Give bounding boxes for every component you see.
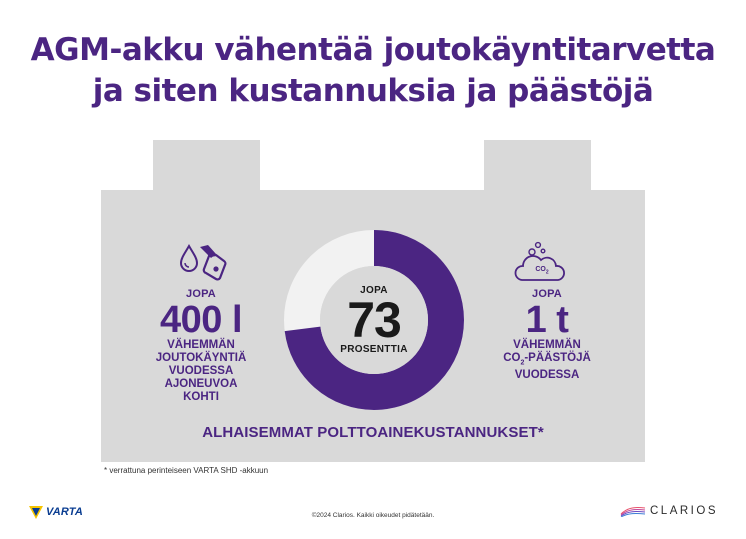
fuel-stat-prefix: JOPA <box>186 288 216 300</box>
varta-logo-text: VARTA <box>46 506 84 518</box>
donut-label: JOPA 73 PROSENTTIA <box>282 228 466 412</box>
percentage-donut-chart <box>284 230 464 410</box>
headline: AGM-akku vähentää joutokäyntitarvetta ja… <box>0 30 746 112</box>
emission-stat-line-1: VÄHEMMÄN <box>513 339 581 351</box>
clarios-logo-text: CLARIOS <box>650 505 718 517</box>
cloud-icon <box>514 241 565 281</box>
co2-icon-label: CO2 <box>532 266 552 275</box>
donut-center <box>320 266 428 374</box>
emission-stat-line-3: VUODESSA <box>514 369 580 382</box>
donut-value-arc <box>284 230 464 410</box>
donut-prefix: JOPA <box>360 285 388 296</box>
fuel-stat-line: AJONEUVOA <box>164 378 238 390</box>
emission-saving-stat: JOPA 1 t VÄHEMMÄN CO2-PÄÄSTÖJÄ VUODESSA <box>482 288 612 382</box>
battery-terminal-right <box>484 140 591 196</box>
emissions-text: -PÄÄSTÖJÄ <box>524 352 591 364</box>
donut-suffix: PROSENTTIA <box>340 344 408 355</box>
emission-stat-prefix: JOPA <box>532 288 562 300</box>
emission-stat-line-2: CO2-PÄÄSTÖJÄ <box>482 352 612 369</box>
emission-stat-value: 1 t <box>525 299 569 341</box>
copyright: ©2024 Clarios. Kaikki oikeudet pidätetää… <box>311 512 435 519</box>
headline-line-1: AGM-akku vähentää joutokäyntitarvetta <box>30 32 716 68</box>
headline-line-2: ja siten kustannuksia ja päästöjä <box>92 73 654 109</box>
fuel-stat-line: JOUTOKÄYNTIÄ <box>155 352 247 364</box>
fuel-saving-stat: JOPA 400 l VÄHEMMÄN JOUTOKÄYNTIÄ VUODESS… <box>140 288 262 404</box>
co2-subscript: 2 <box>520 359 525 367</box>
fuel-stat-line: KOHTI <box>183 391 219 403</box>
battery-terminal-left <box>153 140 260 196</box>
co2-icon-text: CO <box>535 266 546 273</box>
donut-value: 73 <box>347 292 402 348</box>
fuel-pump-icon <box>179 243 227 281</box>
clarios-swoosh-icon <box>620 507 646 517</box>
varta-emblem-icon <box>29 505 43 519</box>
co2-text: CO <box>503 352 521 364</box>
fuel-stat-value: 400 l <box>159 299 243 341</box>
varta-logo: VARTA <box>29 505 83 519</box>
footnote: * verrattuna perinteiseen VARTA SHD -akk… <box>104 466 269 475</box>
fuel-stat-line: VÄHEMMÄN <box>167 339 235 351</box>
fuel-stat-line: VUODESSA <box>168 365 234 377</box>
clarios-logo: CLARIOS <box>620 505 718 517</box>
co2-icon-subscript: 2 <box>545 269 549 276</box>
fuel-cost-tagline: ALHAISEMMAT POLTTOAINEKUSTANNUKSET* <box>202 424 544 441</box>
